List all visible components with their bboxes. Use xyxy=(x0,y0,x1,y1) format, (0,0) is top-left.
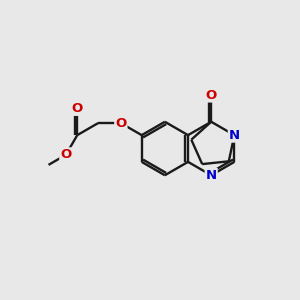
Text: N: N xyxy=(206,169,217,182)
Text: O: O xyxy=(206,88,217,101)
Text: O: O xyxy=(60,148,71,161)
Text: O: O xyxy=(115,117,127,130)
Text: N: N xyxy=(229,129,240,142)
Text: O: O xyxy=(72,102,83,115)
